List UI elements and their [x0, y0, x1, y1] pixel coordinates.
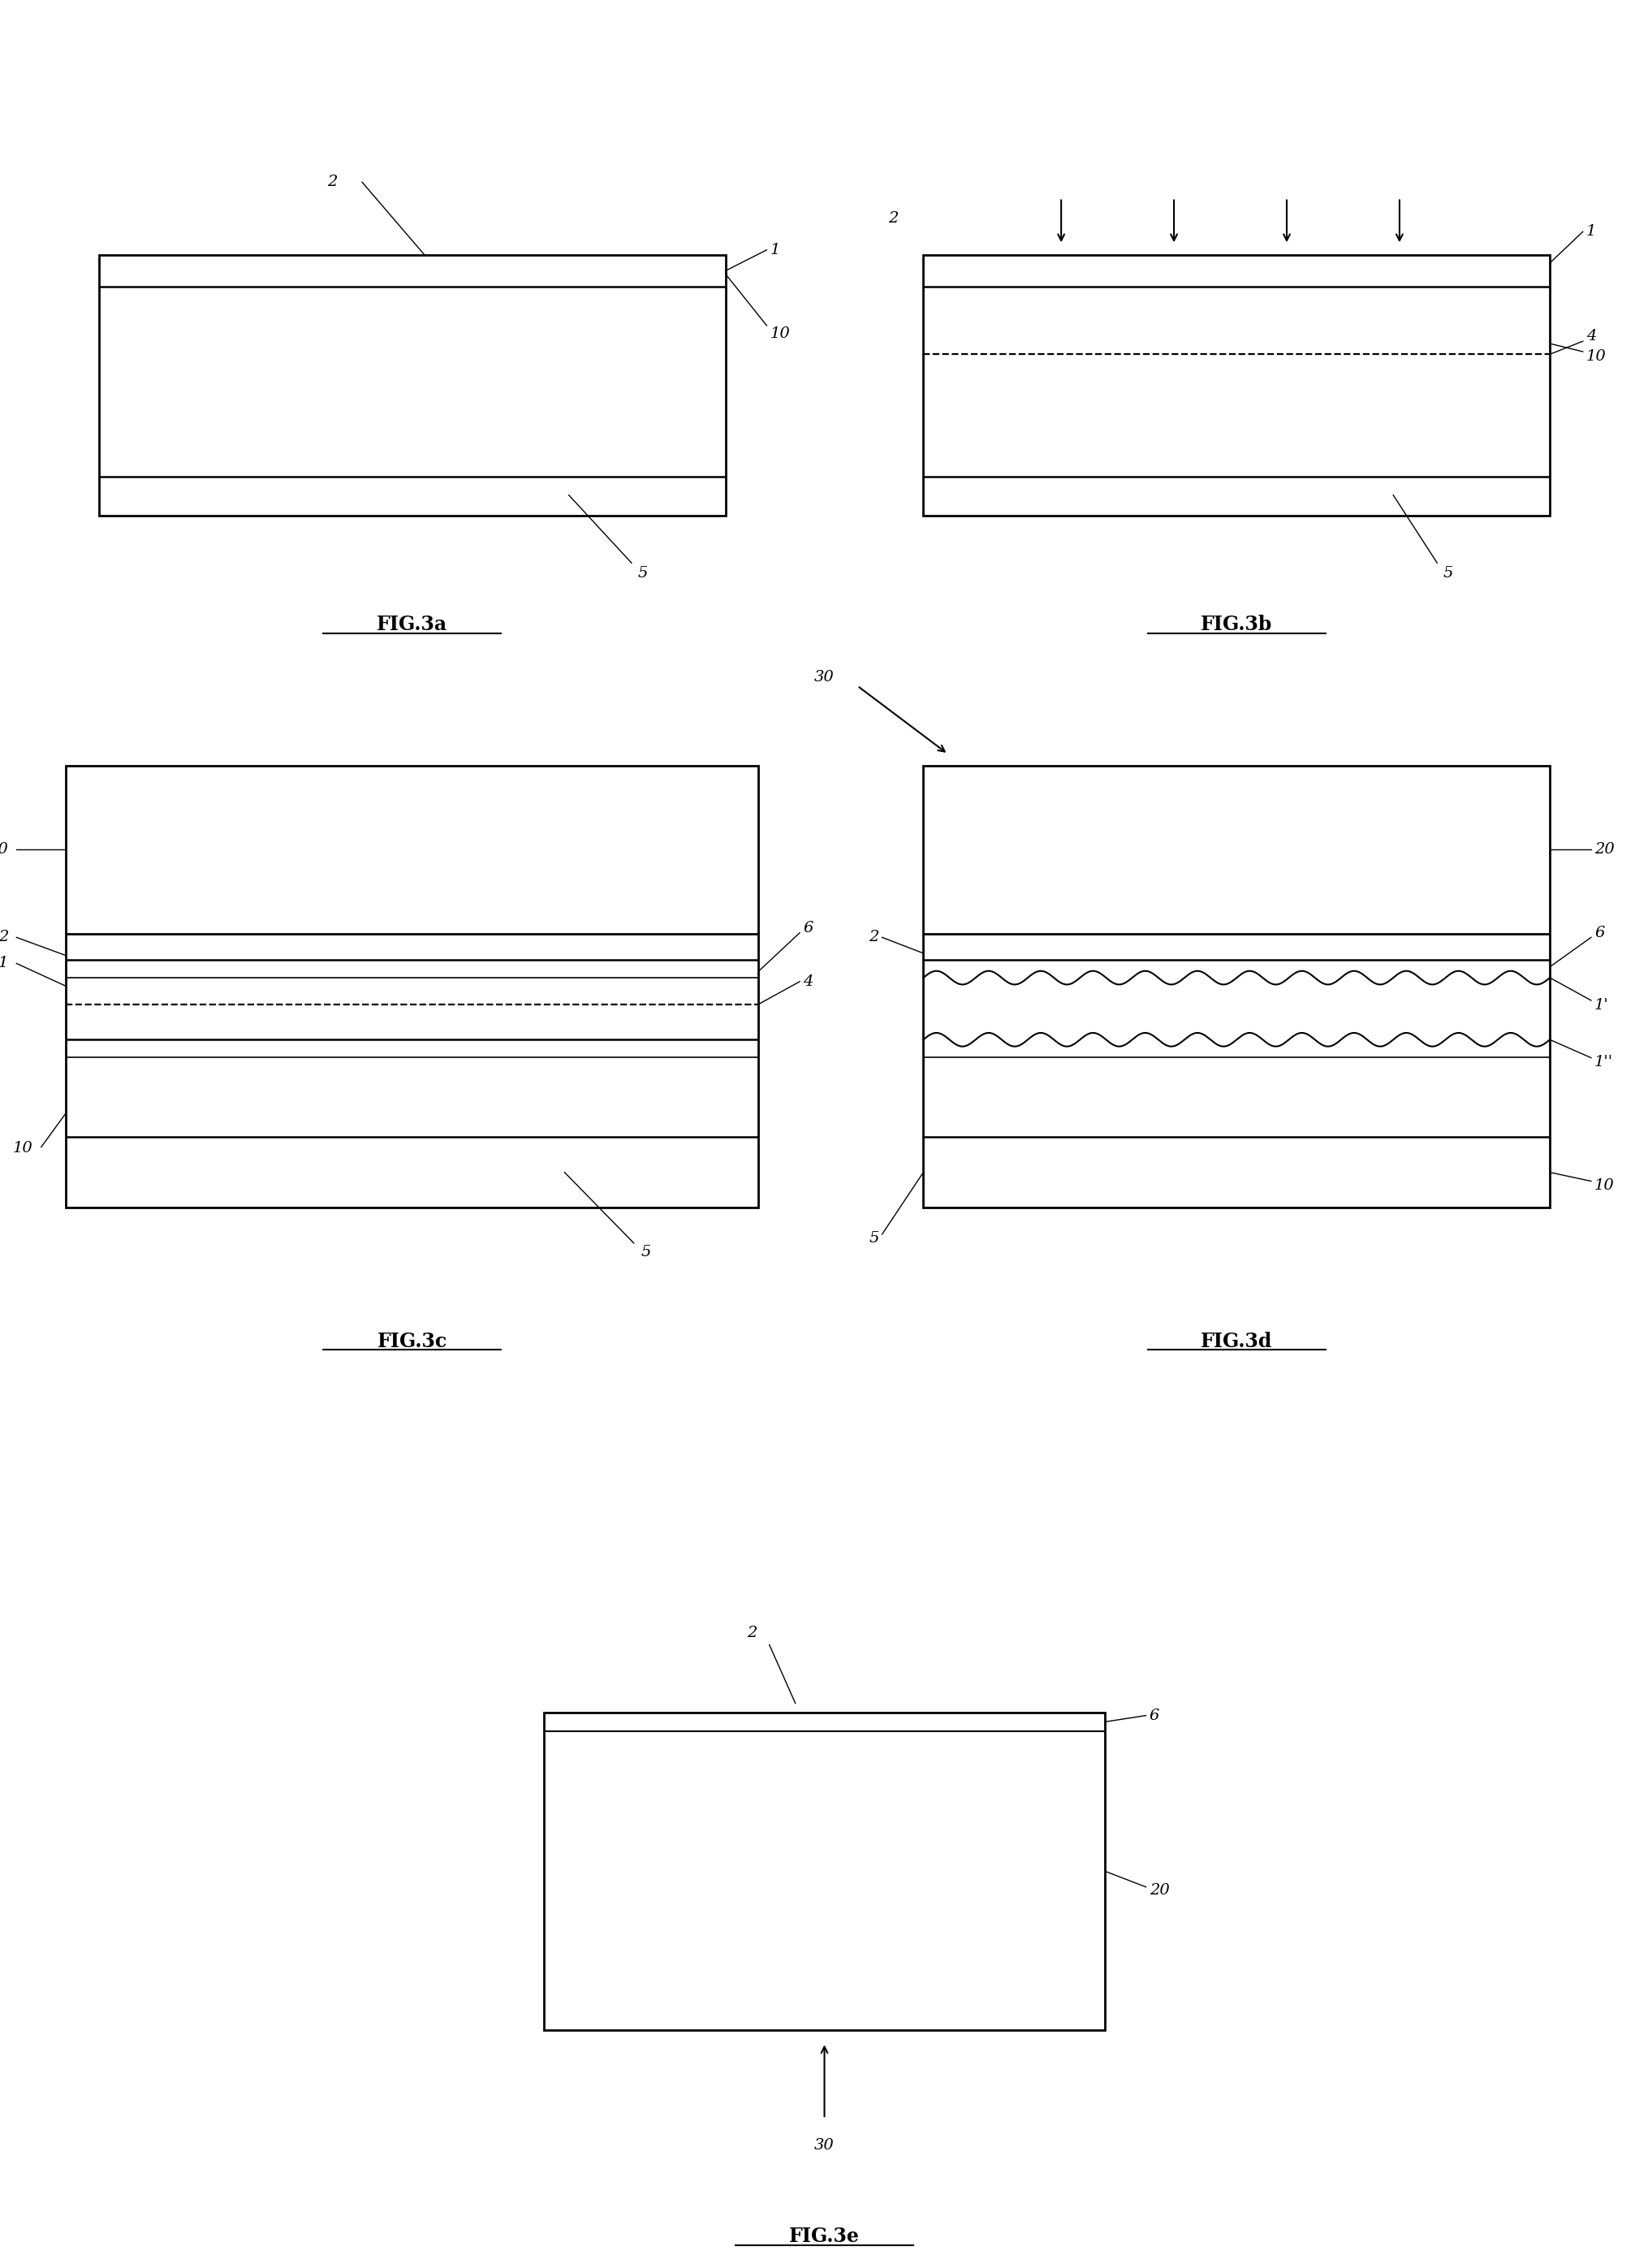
Text: 1: 1 — [770, 243, 780, 256]
Text: 2: 2 — [326, 175, 336, 191]
Text: 1': 1' — [1594, 998, 1608, 1012]
Text: 5: 5 — [638, 567, 648, 581]
Text: 6: 6 — [1594, 925, 1604, 941]
Text: 30: 30 — [814, 2139, 834, 2152]
Text: 20: 20 — [1594, 841, 1613, 857]
Text: 1: 1 — [1585, 225, 1595, 238]
Text: 2: 2 — [0, 930, 8, 946]
Bar — [923, 767, 1549, 1209]
Text: 2: 2 — [888, 211, 898, 227]
Text: FIG.3e: FIG.3e — [789, 2227, 859, 2245]
Text: 30: 30 — [814, 669, 834, 685]
Text: 4: 4 — [803, 975, 812, 989]
Text: 10: 10 — [1585, 349, 1605, 365]
Text: 5: 5 — [1442, 567, 1452, 581]
Text: 5: 5 — [641, 1245, 651, 1259]
Text: 2: 2 — [868, 930, 878, 946]
Text: 10: 10 — [13, 1141, 33, 1157]
Text: FIG.3b: FIG.3b — [1200, 615, 1272, 635]
Text: 10: 10 — [1594, 1179, 1613, 1193]
Bar — [99, 254, 725, 517]
Text: 20: 20 — [1149, 1882, 1168, 1898]
Bar — [544, 1712, 1104, 2030]
Text: 5: 5 — [868, 1232, 878, 1245]
Text: FIG.3a: FIG.3a — [377, 615, 447, 635]
Text: 20: 20 — [0, 841, 8, 857]
Bar — [923, 254, 1549, 517]
Text: 2: 2 — [747, 1626, 756, 1640]
Text: 4: 4 — [1585, 329, 1595, 342]
Text: 1'': 1'' — [1594, 1055, 1612, 1070]
Bar — [66, 767, 758, 1209]
Text: 10: 10 — [770, 327, 789, 340]
Text: FIG.3c: FIG.3c — [377, 1331, 447, 1352]
Text: FIG.3d: FIG.3d — [1200, 1331, 1272, 1352]
Text: 1: 1 — [0, 957, 8, 971]
Text: 6: 6 — [803, 921, 812, 937]
Text: 6: 6 — [1149, 1708, 1159, 1724]
